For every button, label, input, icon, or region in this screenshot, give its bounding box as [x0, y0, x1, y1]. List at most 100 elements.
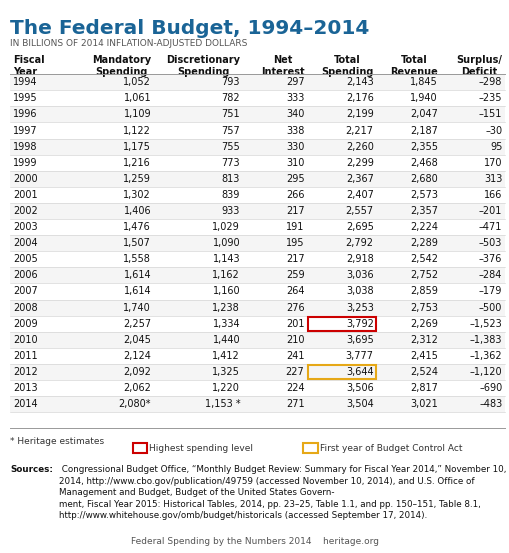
Text: 2,468: 2,468 [409, 158, 437, 168]
Text: –179: –179 [478, 286, 501, 296]
Text: –503: –503 [478, 238, 501, 248]
Text: 2,199: 2,199 [345, 109, 373, 119]
Text: 217: 217 [285, 254, 304, 264]
Text: –235: –235 [478, 93, 501, 103]
Text: 2001: 2001 [13, 190, 37, 200]
Text: 2,752: 2,752 [409, 270, 437, 280]
Text: 1997: 1997 [13, 126, 37, 135]
Text: Federal Spending by the Numbers 2014    heritage.org: Federal Spending by the Numbers 2014 her… [131, 538, 378, 546]
Text: 2002: 2002 [13, 206, 38, 216]
Text: 3,504: 3,504 [345, 399, 373, 409]
Text: 201: 201 [286, 319, 304, 328]
Text: –298: –298 [478, 77, 501, 87]
Text: –1,362: –1,362 [469, 351, 501, 361]
Text: 210: 210 [286, 335, 304, 345]
Text: 2,299: 2,299 [345, 158, 373, 168]
Text: 340: 340 [286, 109, 304, 119]
Text: 1,325: 1,325 [212, 367, 240, 377]
Text: 2,524: 2,524 [409, 367, 437, 377]
Text: 1999: 1999 [13, 158, 37, 168]
Text: 1,940: 1,940 [410, 93, 437, 103]
Text: 1,476: 1,476 [123, 222, 151, 232]
Text: 1,334: 1,334 [212, 319, 240, 328]
Text: 2003: 2003 [13, 222, 37, 232]
Text: 295: 295 [285, 174, 304, 184]
Text: –284: –284 [478, 270, 501, 280]
Text: 1,216: 1,216 [123, 158, 151, 168]
Text: 1,558: 1,558 [123, 254, 151, 264]
Text: 2,176: 2,176 [345, 93, 373, 103]
Text: 2014: 2014 [13, 399, 37, 409]
Text: 3,777: 3,777 [345, 351, 373, 361]
Text: 2006: 2006 [13, 270, 37, 280]
Text: 191: 191 [286, 222, 304, 232]
Text: –1,523: –1,523 [469, 319, 501, 328]
Text: 1,845: 1,845 [409, 77, 437, 87]
Text: 2012: 2012 [13, 367, 38, 377]
Text: 2,257: 2,257 [123, 319, 151, 328]
Text: –500: –500 [478, 302, 501, 312]
Text: 3,506: 3,506 [345, 383, 373, 393]
Text: 170: 170 [483, 158, 501, 168]
Text: 2,367: 2,367 [345, 174, 373, 184]
Text: 1,302: 1,302 [123, 190, 151, 200]
Text: 2,269: 2,269 [409, 319, 437, 328]
Text: 3,695: 3,695 [345, 335, 373, 345]
Text: 1,109: 1,109 [123, 109, 151, 119]
Text: 3,792: 3,792 [345, 319, 373, 328]
Text: 2010: 2010 [13, 335, 37, 345]
Text: 2,573: 2,573 [409, 190, 437, 200]
Text: 2,557: 2,557 [345, 206, 373, 216]
Text: 2007: 2007 [13, 286, 38, 296]
Text: 2,124: 2,124 [123, 351, 151, 361]
Text: 751: 751 [221, 109, 240, 119]
Text: 338: 338 [286, 126, 304, 135]
Text: 2,680: 2,680 [409, 174, 437, 184]
Text: 2,062: 2,062 [123, 383, 151, 393]
Text: 1998: 1998 [13, 142, 37, 152]
Text: 266: 266 [286, 190, 304, 200]
Text: 1,090: 1,090 [212, 238, 240, 248]
Text: 1,220: 1,220 [212, 383, 240, 393]
Text: 2,047: 2,047 [409, 109, 437, 119]
Text: Total
Revenue: Total Revenue [389, 55, 437, 77]
Text: 241: 241 [286, 351, 304, 361]
Text: 3,253: 3,253 [345, 302, 373, 312]
Text: 2,695: 2,695 [345, 222, 373, 232]
Text: 813: 813 [221, 174, 240, 184]
Text: 755: 755 [221, 142, 240, 152]
Text: 2,260: 2,260 [345, 142, 373, 152]
Text: 2,357: 2,357 [409, 206, 437, 216]
Text: 227: 227 [285, 367, 304, 377]
Text: –30: –30 [484, 126, 501, 135]
Text: 1,061: 1,061 [123, 93, 151, 103]
Text: 757: 757 [221, 126, 240, 135]
Text: Fiscal
Year: Fiscal Year [13, 55, 44, 77]
Text: 1,614: 1,614 [123, 286, 151, 296]
Text: * Heritage estimates: * Heritage estimates [10, 437, 104, 446]
Text: 1,052: 1,052 [123, 77, 151, 87]
Text: 2,045: 2,045 [123, 335, 151, 345]
Text: 2008: 2008 [13, 302, 37, 312]
Text: 3,021: 3,021 [409, 399, 437, 409]
Text: –201: –201 [478, 206, 501, 216]
Text: 2009: 2009 [13, 319, 37, 328]
Text: 1,440: 1,440 [212, 335, 240, 345]
Text: First year of Budget Control Act: First year of Budget Control Act [320, 444, 462, 453]
Text: 3,036: 3,036 [346, 270, 373, 280]
Text: 2,092: 2,092 [123, 367, 151, 377]
Text: Highest spending level: Highest spending level [149, 444, 253, 453]
Text: 1,740: 1,740 [123, 302, 151, 312]
Text: 2005: 2005 [13, 254, 38, 264]
Text: 2004: 2004 [13, 238, 37, 248]
Text: 166: 166 [483, 190, 501, 200]
Text: 2,753: 2,753 [409, 302, 437, 312]
Text: 2,542: 2,542 [409, 254, 437, 264]
Text: 2,289: 2,289 [409, 238, 437, 248]
Text: 271: 271 [285, 399, 304, 409]
Text: 2,355: 2,355 [409, 142, 437, 152]
Text: 2,224: 2,224 [409, 222, 437, 232]
Text: Discretionary
Spending: Discretionary Spending [166, 55, 240, 77]
Text: 2,407: 2,407 [345, 190, 373, 200]
Text: 1994: 1994 [13, 77, 37, 87]
